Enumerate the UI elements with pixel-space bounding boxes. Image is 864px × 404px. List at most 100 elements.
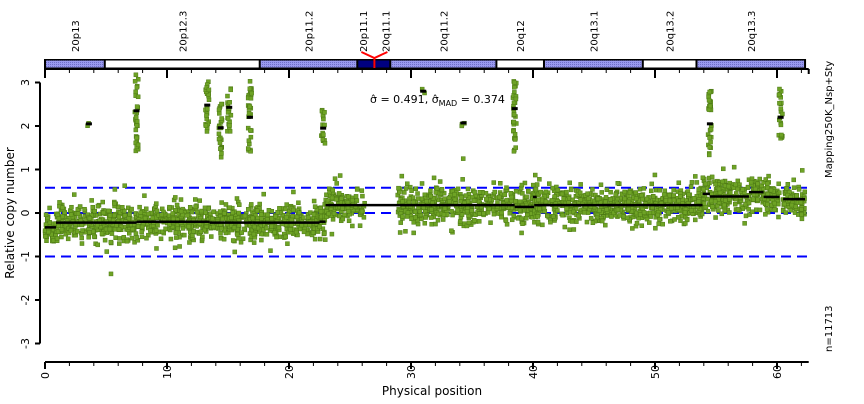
- data-point: [219, 226, 224, 231]
- data-point: [411, 230, 416, 236]
- data-point: [55, 229, 61, 234]
- data-point: [755, 197, 761, 202]
- data-point: [237, 202, 242, 207]
- cytoband-label: 20q12: [516, 20, 527, 52]
- data-point: [227, 205, 232, 210]
- data-point: [779, 132, 784, 138]
- data-point: [588, 216, 594, 221]
- data-point: [696, 187, 702, 192]
- data-point: [330, 217, 336, 222]
- data-point: [79, 241, 85, 246]
- data-point: [713, 215, 718, 220]
- data-point: [113, 235, 118, 240]
- data-point: [139, 229, 144, 235]
- data-point: [578, 182, 583, 187]
- data-point: [225, 93, 230, 99]
- data-point: [641, 210, 647, 215]
- data-point: [268, 248, 273, 253]
- data-point: [511, 112, 517, 117]
- data-point: [142, 215, 148, 221]
- data-point: [430, 196, 436, 201]
- data-point: [568, 187, 574, 193]
- data-point: [359, 208, 365, 214]
- data-point: [284, 202, 289, 207]
- data-point: [469, 208, 475, 213]
- data-point: [671, 193, 677, 198]
- data-point: [503, 218, 509, 223]
- data-point: [323, 237, 328, 242]
- data-point: [133, 72, 139, 78]
- data-point: [547, 181, 552, 186]
- cytoband-label: 20q13.2: [666, 11, 677, 52]
- data-point: [538, 189, 544, 195]
- data-point: [57, 200, 62, 205]
- data-point: [134, 123, 140, 128]
- data-point: [321, 116, 326, 122]
- data-point: [187, 205, 193, 210]
- data-point: [251, 240, 257, 245]
- data-point: [676, 180, 682, 186]
- data-point: [135, 142, 141, 148]
- data-point: [247, 86, 253, 92]
- data-point: [656, 221, 661, 227]
- y-tick-label: -1: [19, 251, 32, 262]
- data-point: [173, 230, 179, 235]
- data-point: [499, 214, 504, 220]
- annotation-sigma: σ̂ = 0.491, σ̂MAD = 0.374: [370, 93, 505, 108]
- data-point: [703, 181, 709, 187]
- data-point: [777, 86, 782, 92]
- x-tick-label: 50: [649, 365, 662, 379]
- data-point: [613, 192, 618, 198]
- cytoband-20p11.1: [358, 60, 374, 68]
- data-point: [277, 206, 282, 211]
- data-point: [603, 222, 608, 228]
- data-point: [732, 201, 738, 207]
- data-point: [87, 215, 93, 221]
- data-point: [630, 226, 635, 231]
- data-point: [174, 202, 180, 208]
- data-point: [199, 208, 204, 214]
- data-point: [608, 189, 613, 195]
- cytoband-20p13: [46, 60, 104, 68]
- data-point: [428, 215, 434, 220]
- data-point: [296, 200, 301, 206]
- data-point: [180, 212, 185, 218]
- data-point: [227, 100, 232, 105]
- data-point: [120, 205, 125, 210]
- data-point: [138, 210, 143, 215]
- data-point: [435, 217, 441, 223]
- data-point: [576, 213, 581, 219]
- data-point: [272, 230, 277, 235]
- data-point: [272, 213, 278, 219]
- data-point: [117, 236, 122, 241]
- data-point: [783, 210, 789, 215]
- data-point: [640, 196, 645, 202]
- centromere-marker: [360, 51, 388, 60]
- data-point: [236, 210, 241, 216]
- data-point: [354, 187, 360, 192]
- data-point: [788, 208, 793, 213]
- data-point: [172, 245, 178, 251]
- data-point: [133, 127, 139, 133]
- data-point: [545, 213, 550, 219]
- data-point: [776, 181, 781, 187]
- data-point: [721, 166, 726, 172]
- data-point: [46, 229, 51, 235]
- data-point: [513, 188, 519, 194]
- data-point: [491, 211, 497, 217]
- data-point: [259, 216, 264, 221]
- data-point: [633, 196, 639, 201]
- data-point: [791, 185, 797, 190]
- data-point: [291, 207, 296, 213]
- data-point: [167, 204, 172, 210]
- cytoband-label: 20q13.3: [747, 11, 758, 52]
- data-point: [459, 123, 465, 129]
- data-point: [324, 192, 329, 198]
- data-point: [784, 186, 790, 191]
- data-point: [772, 207, 777, 212]
- data-point: [691, 196, 697, 201]
- y-tick-label: 2: [19, 123, 32, 130]
- data-point: [429, 221, 434, 227]
- data-point: [611, 210, 617, 216]
- data-point: [603, 195, 609, 200]
